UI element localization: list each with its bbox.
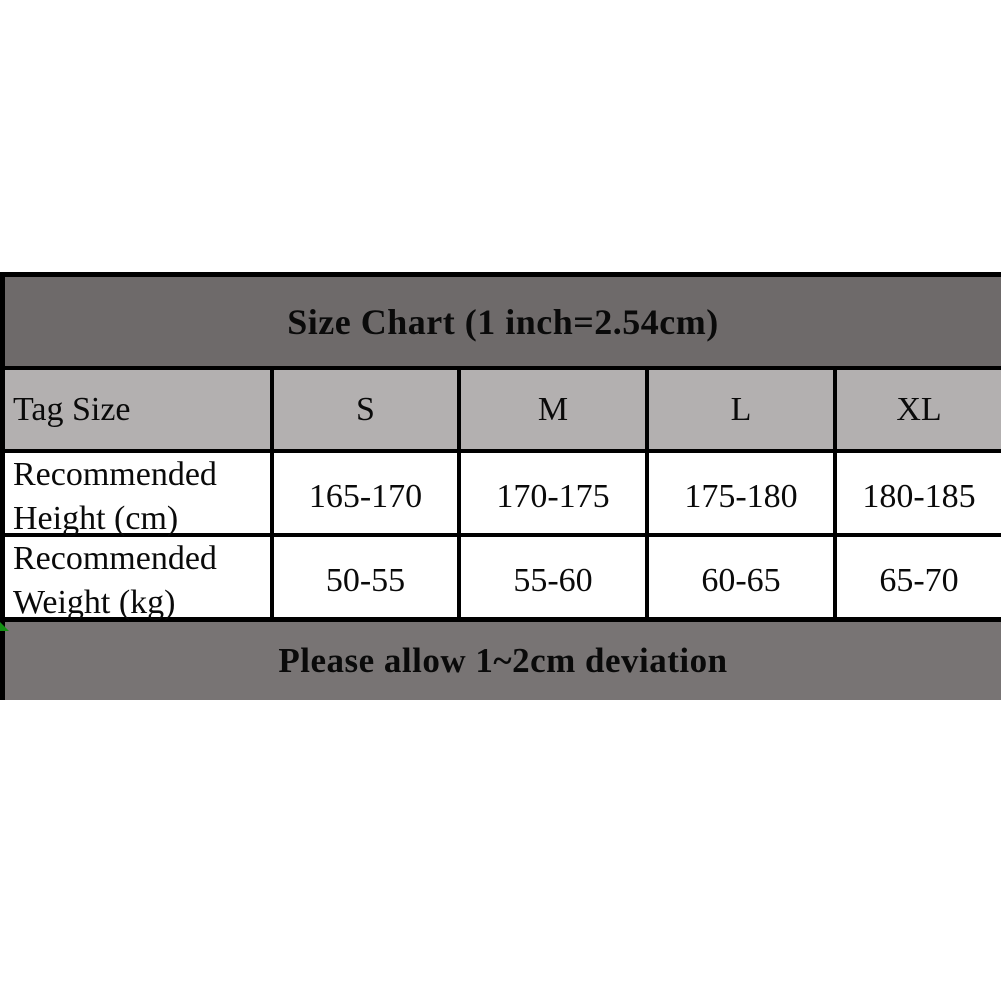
weight-value-m: 55-60	[461, 537, 649, 625]
header-cell-size-s: S	[274, 370, 461, 449]
weight-value-l: 60-65	[649, 537, 837, 625]
size-chart-table: Size Chart (1 inch=2.54cm) Tag Size S M …	[0, 272, 1001, 700]
header-cell-size-m: M	[461, 370, 649, 449]
height-value-xl: 180-185	[862, 478, 976, 515]
table-footnote: Please allow 1~2cm deviation	[278, 641, 728, 680]
table-title-row: Size Chart (1 inch=2.54cm)	[5, 277, 1001, 370]
header-cell-size-xl: XL	[896, 390, 942, 428]
table-title: Size Chart (1 inch=2.54cm)	[287, 301, 719, 342]
height-value-s: 165-170	[274, 453, 461, 541]
table-row-weight: Recommended Weight (kg) 50-55 55-60 60-6…	[5, 537, 1001, 625]
height-value-m: 170-175	[461, 453, 649, 541]
row-label-weight: Recommended Weight (kg)	[5, 537, 274, 625]
table-header-row: Tag Size S M L XL	[5, 370, 1001, 453]
height-value-l: 175-180	[649, 453, 837, 541]
cell-corner-marker-icon	[0, 622, 9, 631]
table-footer-row: Please allow 1~2cm deviation	[0, 622, 1001, 700]
header-cell-size-l: L	[649, 370, 837, 449]
table-row-height: Recommended Height (cm) 165-170 170-175 …	[5, 453, 1001, 541]
weight-value-s: 50-55	[274, 537, 461, 625]
weight-value-xl: 65-70	[879, 562, 959, 599]
row-label-height: Recommended Height (cm)	[5, 453, 274, 541]
header-cell-tag-size: Tag Size	[5, 370, 274, 449]
